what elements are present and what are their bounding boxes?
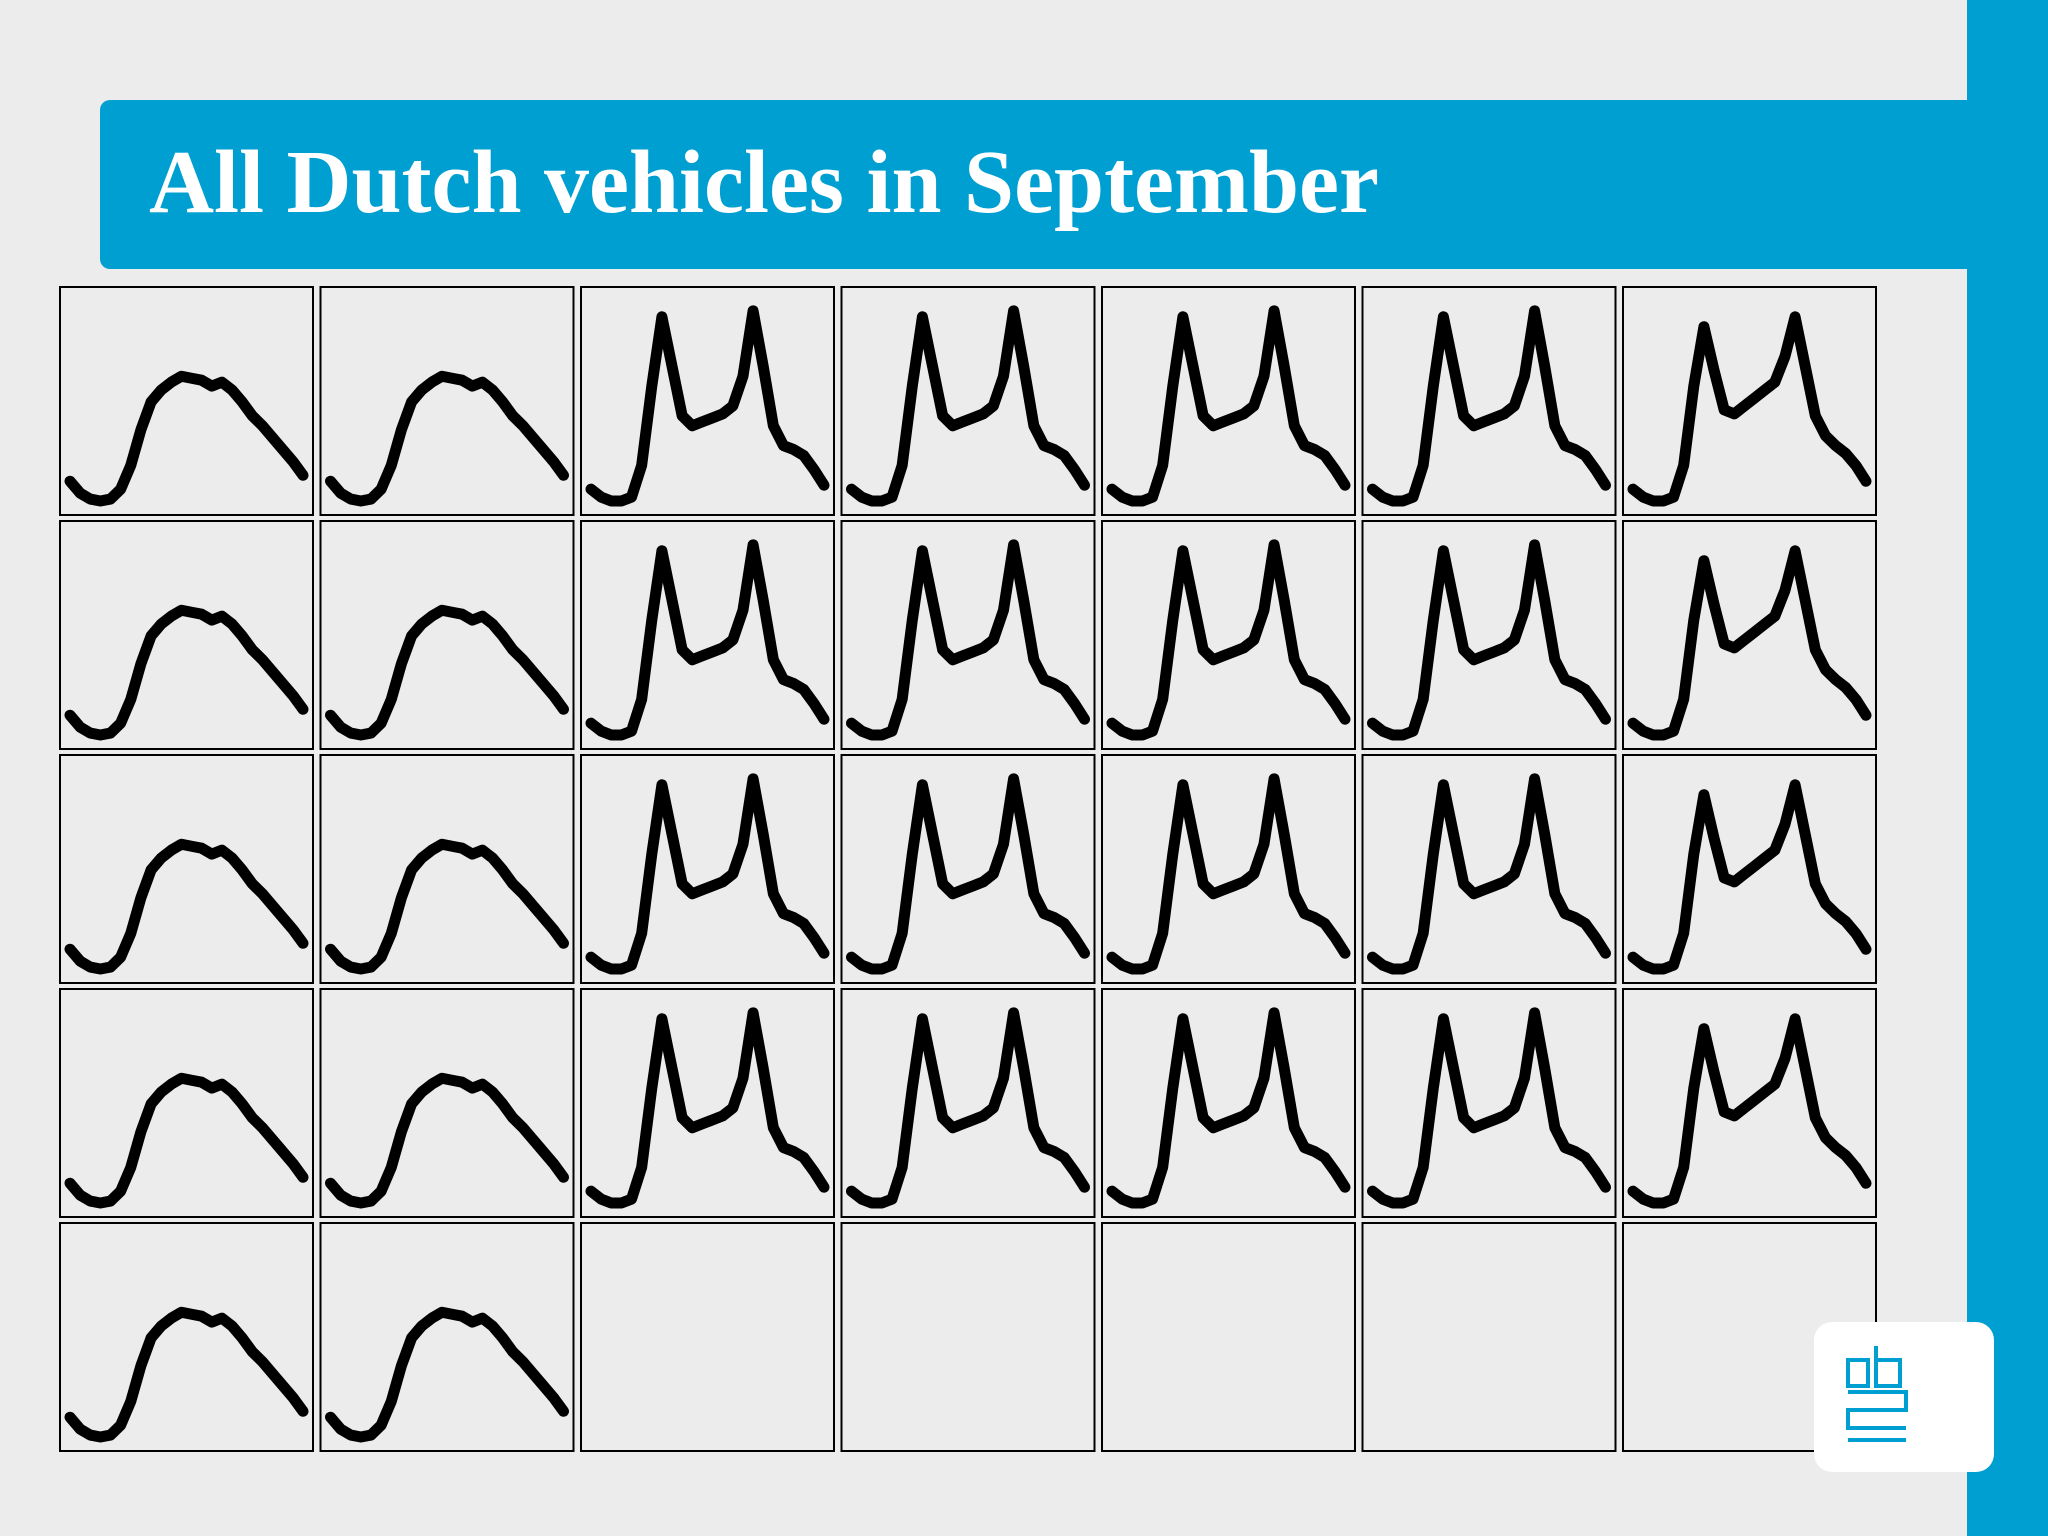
series-line bbox=[1106, 305, 1351, 507]
series-line bbox=[1106, 539, 1351, 741]
series-line bbox=[1367, 773, 1611, 975]
series-line bbox=[1106, 773, 1351, 975]
panel-frame bbox=[1361, 520, 1617, 750]
series-line bbox=[325, 1072, 569, 1209]
panel-frame bbox=[840, 520, 1096, 750]
series-line bbox=[585, 539, 830, 741]
panel-frame bbox=[319, 520, 575, 750]
series-line bbox=[846, 1007, 1090, 1209]
panel-frame bbox=[319, 286, 575, 516]
panel-frame bbox=[59, 754, 314, 984]
panel-frame bbox=[1622, 988, 1877, 1218]
panel-frame bbox=[319, 754, 575, 984]
series-line bbox=[585, 305, 830, 507]
panel-frame bbox=[1361, 286, 1617, 516]
series-line bbox=[64, 838, 309, 975]
panel-frame bbox=[580, 754, 835, 984]
series-line bbox=[64, 370, 309, 507]
series-line bbox=[585, 773, 830, 975]
panel-grid bbox=[59, 286, 1877, 1452]
panel-frame bbox=[59, 286, 314, 516]
panel-frame bbox=[1361, 1222, 1617, 1452]
series-line bbox=[846, 773, 1090, 975]
panel-frame bbox=[1622, 286, 1877, 516]
series-line bbox=[325, 370, 569, 507]
series-line bbox=[325, 838, 569, 975]
panel-frame bbox=[1361, 988, 1617, 1218]
panel-frame bbox=[580, 1222, 835, 1452]
panel-frame bbox=[59, 988, 314, 1218]
panel-frame bbox=[840, 988, 1096, 1218]
panel-frame bbox=[840, 286, 1096, 516]
logo bbox=[1814, 1322, 1994, 1472]
series-line bbox=[64, 1072, 309, 1209]
panel-frame bbox=[1101, 1222, 1356, 1452]
series-line bbox=[1106, 1007, 1351, 1209]
series-line bbox=[1627, 545, 1872, 741]
panel-frame bbox=[1101, 520, 1356, 750]
panel-frame bbox=[580, 988, 835, 1218]
panel-frame bbox=[1622, 754, 1877, 984]
series-line bbox=[325, 1306, 569, 1443]
panel-frame bbox=[59, 1222, 314, 1452]
series-line bbox=[846, 539, 1090, 741]
series-line bbox=[1627, 1013, 1872, 1209]
panel-frame bbox=[840, 1222, 1096, 1452]
title-bar bbox=[100, 100, 1990, 269]
series-line bbox=[1627, 779, 1872, 975]
panel-frame bbox=[59, 520, 314, 750]
panel-frame bbox=[1101, 286, 1356, 516]
panel-frame bbox=[319, 988, 575, 1218]
panel-frame bbox=[1361, 754, 1617, 984]
panel-frame bbox=[1622, 520, 1877, 750]
series-line bbox=[64, 1306, 309, 1443]
series-line bbox=[1367, 539, 1611, 741]
panel-frame bbox=[1101, 988, 1356, 1218]
logo-mark bbox=[1846, 1346, 1908, 1442]
panel-frame bbox=[840, 754, 1096, 984]
series-line bbox=[846, 305, 1090, 507]
series-line bbox=[585, 1007, 830, 1209]
series-line bbox=[325, 604, 569, 741]
panel-frame bbox=[319, 1222, 575, 1452]
series-line bbox=[1627, 311, 1872, 507]
series-line bbox=[1367, 1007, 1611, 1209]
panel-frame bbox=[580, 286, 835, 516]
panel-frame bbox=[1101, 754, 1356, 984]
series-line bbox=[64, 604, 309, 741]
chart-title: All Dutch vehicles in September bbox=[149, 133, 1379, 232]
series-line bbox=[1367, 305, 1611, 507]
panel-frame bbox=[580, 520, 835, 750]
